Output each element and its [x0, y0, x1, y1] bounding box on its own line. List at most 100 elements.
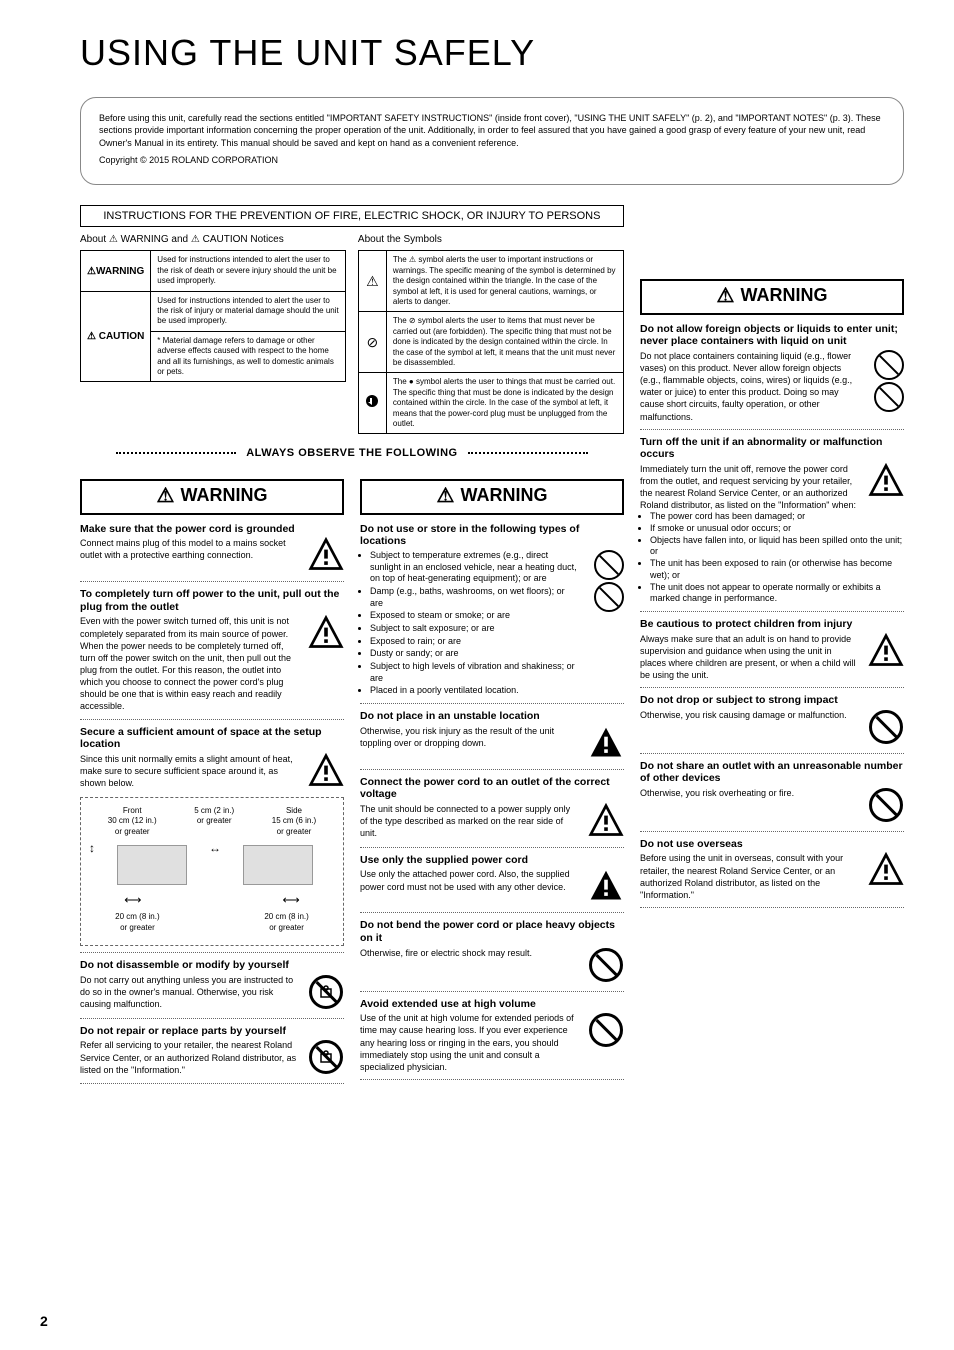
warning-label-text: WARNING [180, 484, 267, 507]
supplied-text: Use only the attached power cord. Also, … [360, 868, 580, 892]
warning-icon: ⚠ [437, 483, 455, 509]
list-item: Exposed to rain; or are [370, 636, 580, 648]
pullplug-body: Even with the power switch turned off, t… [80, 615, 344, 712]
caution-desc-1: Used for instructions intended to alert … [151, 291, 346, 331]
always-observe: ALWAYS OBSERVE THE FOLLOWING [80, 446, 624, 460]
repair-body: Refer all servicing to your retailer, th… [80, 1039, 344, 1077]
list-item: The unit has been exposed to rain (or ot… [650, 558, 904, 581]
diagram-bottom-right: 20 cm (8 in.) or greater [264, 912, 308, 933]
locations-list: Subject to temperature extremes (e.g., d… [360, 550, 580, 697]
warning-tri-icon [588, 803, 624, 839]
warning-icon: ⚠ [717, 283, 735, 309]
locations-body: Subject to temperature extremes (e.g., d… [360, 550, 624, 697]
prohibit-icon [308, 1039, 344, 1075]
volume-body: Use of the unit at high volume for exten… [360, 1012, 624, 1073]
impact-text: Otherwise, you risk causing damage or ma… [640, 709, 860, 721]
pullplug-text: Even with the power switch turned off, t… [80, 615, 300, 712]
diagram-top: 5 cm (2 in.) or greater [194, 806, 234, 837]
outlet-text: Otherwise, you risk overheating or fire. [640, 787, 860, 799]
location-icons [594, 550, 624, 612]
list-item: Dusty or sandy; or are [370, 648, 580, 660]
instructions-banner: INSTRUCTIONS FOR THE PREVENTION OF FIRE,… [80, 205, 624, 227]
grounded-head: Make sure that the power cord is grounde… [80, 523, 344, 536]
list-item: The power cord has been damaged; or [650, 511, 904, 523]
repair-head: Do not repair or replace parts by yourse… [80, 1025, 344, 1038]
repair-text: Refer all servicing to your retailer, th… [80, 1039, 300, 1075]
outlet-head: Do not share an outlet with an unreasona… [640, 760, 904, 785]
prohibit-icon [594, 582, 624, 612]
unstable-text: Otherwise, you risk injury as the result… [360, 725, 580, 749]
supplied-head: Use only the supplied power cord [360, 854, 624, 867]
list-item: Placed in a poorly ventilated location. [370, 685, 580, 697]
prohibit-icon [874, 350, 904, 380]
children-body: Always make sure that an adult is on han… [640, 633, 904, 682]
prohibit-icon [588, 947, 624, 983]
voltage-body: The unit should be connected to a power … [360, 803, 624, 841]
diagram-side: Side 15 cm (6 in.) or greater [272, 806, 316, 837]
copyright: Copyright © 2015 ROLAND CORPORATION [99, 154, 885, 167]
unit-box [117, 845, 187, 885]
bend-head: Do not bend the power cord or place heav… [360, 919, 624, 944]
warning-tri-icon [308, 753, 344, 789]
column-2: ⚠ WARNING Do not use or store in the fol… [360, 479, 624, 1091]
triangle-icon: ⚠ [358, 251, 386, 312]
children-head: Be cautious to protect children from inj… [640, 618, 904, 631]
notices-table: ⚠WARNING Used for instructions intended … [80, 250, 346, 382]
list-item: Damp (e.g., baths, washrooms, on wet flo… [370, 586, 580, 609]
unit-box [243, 845, 313, 885]
list-item: Subject to high levels of vibration and … [370, 661, 580, 684]
disassemble-head: Do not disassemble or modify by yourself [80, 959, 344, 972]
prohibit-icon: ⊘ [358, 312, 386, 373]
grounded-body: Connect mains plug of this model to a ma… [80, 537, 344, 575]
overseas-body: Before using the unit in overseas, consu… [640, 852, 904, 901]
intro-box: Before using this unit, carefully read t… [80, 97, 904, 185]
arrow-icon: ↕ [89, 841, 95, 889]
arrow-icon: ⟷ [283, 893, 300, 909]
pullplug-head: To completely turn off power to the unit… [80, 588, 344, 613]
prohibit-desc: The ⊘ symbol alerts the user to items th… [386, 312, 623, 373]
overseas-head: Do not use overseas [640, 838, 904, 851]
warning-tri-icon [588, 868, 624, 904]
about-symbols-title: About the Symbols [358, 233, 624, 246]
disassemble-body: Do not carry out anything unless you are… [80, 974, 344, 1012]
column-3: ⚠ WARNING Do not allow foreign objects o… [640, 479, 904, 1091]
list-item: Subject to salt exposure; or are [370, 623, 580, 635]
intro-text: Before using this unit, carefully read t… [99, 112, 885, 150]
prohibit-icon [308, 974, 344, 1010]
foreign-body: Do not place containers containing liqui… [640, 350, 904, 423]
locations-head: Do not use or store in the following typ… [360, 523, 624, 548]
must-desc: The ● symbol alerts the user to things t… [386, 373, 623, 434]
arrow-icon: ↔ [209, 841, 221, 889]
column-1: ⚠ WARNING Make sure that the power cord … [80, 479, 344, 1091]
volume-text: Use of the unit at high volume for exten… [360, 1012, 580, 1073]
list-item: Objects have fallen into, or liquid has … [650, 535, 904, 558]
prohibit-icon [588, 1012, 624, 1048]
voltage-text: The unit should be connected to a power … [360, 803, 580, 839]
page-title: USING THE UNIT SAFELY [80, 30, 904, 77]
clearance-diagram: Front 30 cm (12 in.) or greater 5 cm (2 … [80, 797, 344, 947]
voltage-head: Connect the power cord to an outlet of t… [360, 776, 624, 801]
prohibit-icon [868, 709, 904, 745]
bend-body: Otherwise, fire or electric shock may re… [360, 947, 624, 985]
disassemble-text: Do not carry out anything unless you are… [80, 974, 300, 1010]
unstable-head: Do not place in an unstable location [360, 710, 624, 723]
space-text: Since this unit normally emits a slight … [80, 753, 300, 789]
warning-tri-icon [308, 615, 344, 651]
space-body: Since this unit normally emits a slight … [80, 753, 344, 791]
warning-tri-icon [588, 725, 624, 761]
turnoff-list: The power cord has been damaged; or If s… [640, 511, 904, 605]
foreign-text: Do not place containers containing liqui… [640, 350, 860, 423]
overseas-text: Before using the unit in overseas, consu… [640, 852, 860, 901]
turnoff-head: Turn off the unit if an abnormality or m… [640, 436, 904, 461]
children-text: Always make sure that an adult is on han… [640, 633, 860, 682]
warning-desc: Used for instructions intended to alert … [151, 251, 346, 291]
warning-tri-icon [868, 633, 904, 669]
foreign-icons [874, 350, 904, 412]
triangle-desc: The ⚠ symbol alerts the user to importan… [386, 251, 623, 312]
must-icon [358, 373, 386, 434]
outlet-body: Otherwise, you risk overheating or fire. [640, 787, 904, 825]
diagram-bottom-left: 20 cm (8 in.) or greater [115, 912, 159, 933]
arrow-icon: ⟷ [124, 893, 141, 909]
page-number: 2 [40, 1312, 48, 1330]
bend-text: Otherwise, fire or electric shock may re… [360, 947, 580, 959]
